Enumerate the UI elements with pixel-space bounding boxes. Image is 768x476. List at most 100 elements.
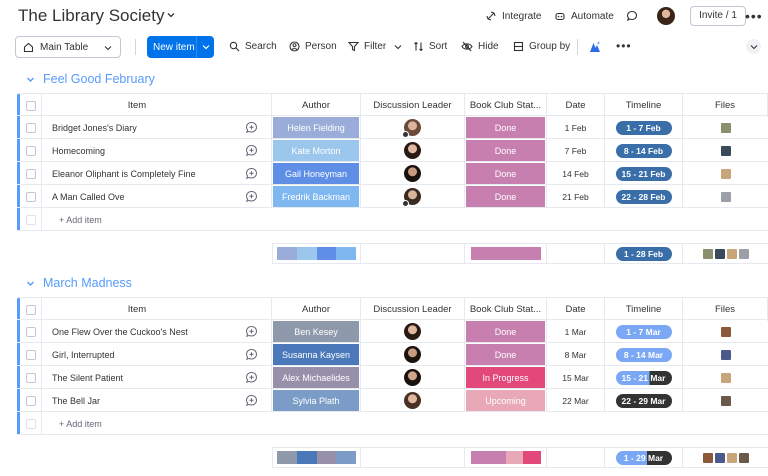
column-header-leader[interactable]: Discussion Leader (361, 94, 465, 117)
column-header-files[interactable]: Files (683, 94, 768, 117)
files-cell[interactable] (683, 320, 768, 343)
date-cell[interactable]: 1 Mar (547, 320, 605, 343)
row-checkbox-cell[interactable] (20, 389, 42, 412)
status-cell[interactable]: Done (465, 185, 547, 208)
item-name[interactable]: Bridget Jones's Diary (52, 122, 137, 133)
updates-cell[interactable] (232, 320, 272, 343)
row-checkbox[interactable] (25, 395, 36, 406)
status-cell[interactable]: Done (465, 139, 547, 162)
column-header-files[interactable]: Files (683, 298, 768, 321)
item-name[interactable]: One Flew Over the Cuckoo's Nest (52, 326, 188, 337)
file-thumbnail[interactable] (720, 349, 731, 360)
date-cell[interactable]: 14 Feb (547, 162, 605, 185)
chevron-down-icon[interactable] (26, 279, 35, 288)
add-update-icon[interactable] (245, 394, 258, 407)
add-update-icon[interactable] (245, 190, 258, 203)
discussion-leader-cell[interactable] (361, 162, 465, 185)
status-cell[interactable]: Upcoming (465, 389, 547, 412)
discussion-leader-cell[interactable] (361, 343, 465, 366)
column-header-status[interactable]: Book Club Stat... (465, 94, 547, 117)
column-header-item[interactable]: Item (42, 94, 232, 117)
file-thumbnail[interactable] (738, 248, 749, 259)
chevron-down-icon[interactable] (26, 75, 35, 84)
file-thumbnail[interactable] (726, 452, 737, 463)
author-cell[interactable]: Alex Michaelides (272, 366, 361, 389)
item-name[interactable]: The Bell Jar (52, 395, 101, 406)
timeline-cell[interactable]: 15 - 21 Feb (605, 162, 683, 185)
updates-cell[interactable] (232, 389, 272, 412)
status-label[interactable]: In Progress (466, 367, 545, 388)
date-cell[interactable]: 21 Feb (547, 185, 605, 208)
automate-button[interactable]: Automate (554, 10, 614, 22)
status-label[interactable]: Done (466, 140, 545, 161)
updates-cell[interactable] (232, 343, 272, 366)
row-checkbox[interactable] (25, 372, 36, 383)
date-cell[interactable]: 15 Mar (547, 366, 605, 389)
file-thumbnail[interactable] (720, 145, 731, 156)
timeline-cell[interactable]: 22 - 28 Feb (605, 185, 683, 208)
discussion-leader-cell[interactable] (361, 139, 465, 162)
avatar[interactable] (404, 165, 421, 182)
status-cell[interactable]: Done (465, 116, 547, 139)
author-cell[interactable]: Gail Honeyman (272, 162, 361, 185)
column-header-status[interactable]: Book Club Stat... (465, 298, 547, 321)
file-thumbnail[interactable] (720, 372, 731, 383)
status-label[interactable]: Done (466, 117, 545, 138)
status-label[interactable]: Done (466, 321, 545, 342)
toolbar-more-icon[interactable]: ••• (616, 39, 632, 53)
files-cell[interactable] (683, 389, 768, 412)
column-header-author[interactable]: Author (272, 298, 361, 321)
avatar[interactable] (404, 392, 421, 409)
updates-cell[interactable] (232, 185, 272, 208)
timeline-cell[interactable]: 22 - 29 Mar (605, 389, 683, 412)
timeline-pill[interactable]: 22 - 29 Mar (615, 393, 672, 408)
add-update-icon[interactable] (245, 348, 258, 361)
author-cell[interactable]: Susanna Kaysen (272, 343, 361, 366)
table-row[interactable]: The Bell Jar Sylvia Plath Upcoming 22 Mar 22… (17, 389, 768, 412)
file-thumbnail[interactable] (720, 122, 731, 133)
discussion-leader-cell[interactable] (361, 389, 465, 412)
avatar[interactable] (404, 323, 421, 340)
person-filter-button[interactable]: Person (289, 41, 337, 52)
avatar[interactable] (404, 142, 421, 159)
timeline-cell[interactable]: 8 - 14 Feb (605, 139, 683, 162)
discussion-leader-cell[interactable] (361, 320, 465, 343)
status-cell[interactable]: Done (465, 343, 547, 366)
row-checkbox-cell[interactable] (20, 162, 42, 185)
item-name[interactable]: Girl, Interrupted (52, 349, 115, 360)
avatar[interactable] (404, 346, 421, 363)
updates-cell[interactable] (232, 162, 272, 185)
user-avatar[interactable] (657, 7, 675, 25)
author-cell[interactable]: Fredrik Backman (272, 185, 361, 208)
file-thumbnail[interactable] (720, 326, 731, 337)
timeline-pill[interactable]: 15 - 21 Mar (615, 370, 672, 385)
status-label[interactable]: Done (466, 186, 545, 207)
search-button[interactable]: Search (229, 41, 277, 52)
file-thumbnail[interactable] (714, 248, 725, 259)
row-checkbox[interactable] (25, 168, 36, 179)
table-row[interactable]: Homecoming Kate Morton Done 7 Feb 8 - 14 Feb (17, 139, 768, 162)
new-item-dropdown[interactable] (197, 43, 214, 51)
group-header[interactable]: March Madness (26, 276, 132, 290)
files-cell[interactable] (683, 366, 768, 389)
row-checkbox[interactable] (25, 191, 36, 202)
row-checkbox-cell[interactable] (20, 185, 42, 208)
date-cell[interactable]: 7 Feb (547, 139, 605, 162)
timeline-pill[interactable]: 1 - 7 Feb (615, 120, 672, 135)
ai-assistant-icon[interactable] (588, 40, 602, 54)
status-label[interactable]: Upcoming (466, 390, 545, 411)
file-thumbnail[interactable] (726, 248, 737, 259)
select-all-checkbox[interactable] (25, 100, 36, 111)
files-cell[interactable] (683, 139, 768, 162)
add-update-icon[interactable] (245, 144, 258, 157)
column-header-timeline[interactable]: Timeline (605, 298, 683, 321)
avatar[interactable] (402, 188, 421, 207)
column-header-check[interactable] (20, 94, 42, 117)
column-header-date[interactable]: Date (547, 94, 605, 117)
add-item-button[interactable]: + Add item (59, 214, 102, 225)
table-row[interactable]: Girl, Interrupted Susanna Kaysen Done 8 Mar… (17, 343, 768, 366)
author-cell[interactable]: Ben Kesey (272, 320, 361, 343)
table-row[interactable]: One Flew Over the Cuckoo's Nest Ben Kesey… (17, 320, 768, 343)
discussion-leader-cell[interactable] (361, 366, 465, 389)
date-cell[interactable]: 8 Mar (547, 343, 605, 366)
